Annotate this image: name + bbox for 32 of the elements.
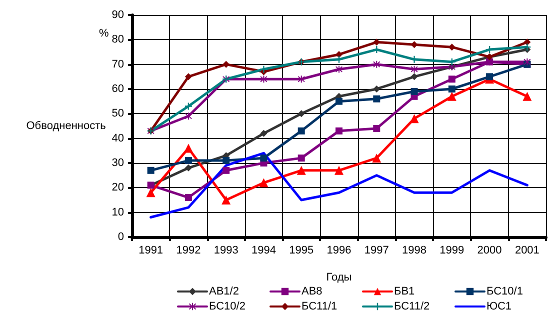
- legend-label: ЮС1: [486, 300, 512, 312]
- legend-label: БС10/1: [486, 286, 523, 298]
- y-tick-label: 40: [112, 132, 124, 144]
- y-tick-label: 90: [112, 9, 124, 21]
- x-tick-label: 1994: [251, 244, 276, 256]
- y-tick-label: 80: [112, 34, 124, 46]
- legend-label: АВ1/2: [209, 286, 239, 298]
- text: %: [99, 28, 109, 40]
- x-tick-label: 1996: [326, 244, 352, 256]
- legend-label: БС10/2: [209, 300, 246, 312]
- x-axis-title: Годы: [326, 272, 352, 284]
- x-tick-label: 2000: [477, 244, 502, 256]
- x-tick-label: 2001: [514, 244, 540, 256]
- y-tick-label: 0: [118, 231, 124, 243]
- x-tick-label: 1991: [138, 244, 164, 256]
- x-tick-label: 1999: [440, 244, 464, 256]
- y-tick-label: 70: [112, 58, 124, 70]
- legend-label: БС11/2: [394, 300, 430, 312]
- y-tick-label: 20: [112, 182, 124, 194]
- legend-label: БВ1: [394, 286, 415, 298]
- y-tick-label: 30: [112, 157, 124, 169]
- x-tick-label: 1992: [176, 244, 201, 256]
- x-tick-label: 1993: [214, 244, 238, 256]
- y-axis-title: Обводненность: [26, 120, 106, 132]
- y-tick-label: 50: [112, 108, 124, 120]
- y-tick-label: 60: [112, 83, 124, 95]
- x-tick-label: 1995: [289, 244, 314, 256]
- legend-label: БС11/1: [302, 300, 338, 312]
- legend-label: АВ8: [302, 286, 322, 298]
- y-tick-label: 10: [112, 206, 124, 218]
- x-tick-label: 1998: [402, 244, 427, 256]
- x-tick-label: 1997: [364, 244, 389, 256]
